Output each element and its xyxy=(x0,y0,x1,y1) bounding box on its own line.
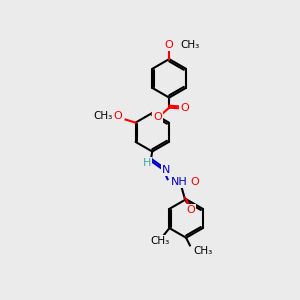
Text: O: O xyxy=(113,112,122,122)
Text: O: O xyxy=(180,103,189,113)
Text: O: O xyxy=(186,205,195,215)
Text: NH: NH xyxy=(171,176,188,187)
Text: O: O xyxy=(165,40,173,50)
Text: CH₃: CH₃ xyxy=(193,246,212,256)
Text: H: H xyxy=(142,158,151,168)
Text: O: O xyxy=(190,176,199,187)
Text: CH₃: CH₃ xyxy=(151,236,170,246)
Text: N: N xyxy=(162,165,170,175)
Text: O: O xyxy=(153,112,162,122)
Text: CH₃: CH₃ xyxy=(93,112,112,122)
Text: CH₃: CH₃ xyxy=(180,40,199,50)
